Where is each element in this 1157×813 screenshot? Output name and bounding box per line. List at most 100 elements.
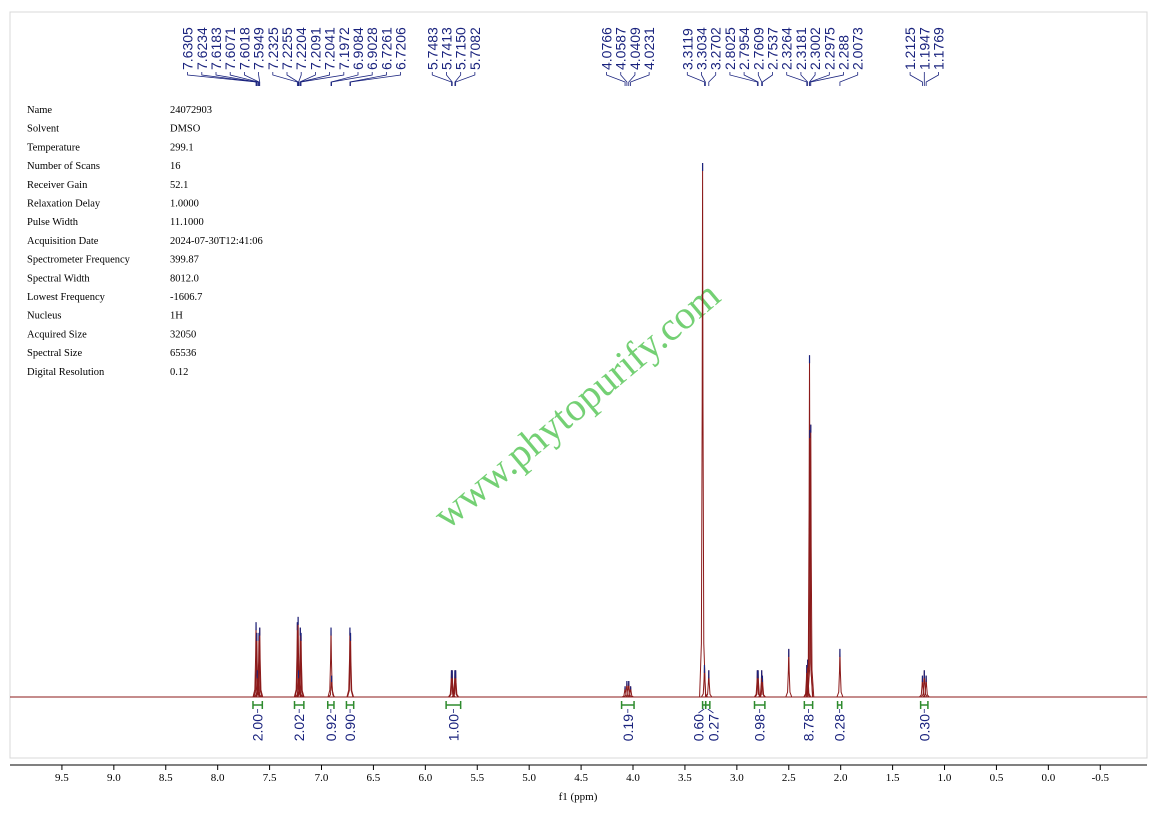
parameter-name: Name xyxy=(27,105,52,116)
x-axis-label: f1 (ppm) xyxy=(559,791,598,803)
peak-label: 2.3181 xyxy=(793,27,809,70)
x-tick-label: 3.0 xyxy=(730,772,744,784)
peak-label-connector xyxy=(350,72,402,86)
peak-label: 4.0231 xyxy=(641,27,657,70)
integral-label: 0.28 xyxy=(832,714,848,741)
peak xyxy=(699,162,707,698)
peak-label: 2.7954 xyxy=(736,27,752,70)
peak-label: 5.7150 xyxy=(453,27,469,70)
x-tick-label: -0.5 xyxy=(1092,772,1110,784)
peak-label: 3.2702 xyxy=(708,27,724,70)
peak-label: 1.1769 xyxy=(931,27,947,70)
parameter-value: 65536 xyxy=(170,348,196,359)
integral-label: 0.60 xyxy=(690,714,706,741)
peak-label-connector xyxy=(330,72,359,86)
integral-label: 0.27 xyxy=(705,714,721,741)
peak-label: 6.7261 xyxy=(378,27,394,70)
peak-label: 7.1972 xyxy=(336,27,352,70)
peak-label-connector xyxy=(229,72,259,86)
peak-label: 7.2255 xyxy=(279,27,295,70)
peak-label: 6.7206 xyxy=(393,27,409,70)
integral-bracket xyxy=(803,701,814,709)
integral-bracket xyxy=(753,701,766,709)
peak-label-connector xyxy=(244,72,260,86)
x-tick-label: 7.5 xyxy=(263,772,277,784)
parameter-value: 11.1000 xyxy=(170,217,204,228)
watermark: www.phytopurify.com xyxy=(424,272,728,537)
peak-label-connector xyxy=(620,72,628,86)
parameter-value: 0.12 xyxy=(170,367,188,378)
peak-label: 2.8025 xyxy=(722,27,738,70)
integral-label: 2.02 xyxy=(291,714,307,741)
peak-label: 7.2091 xyxy=(307,27,323,70)
integral-tick xyxy=(707,708,714,714)
x-tick-label: 1.0 xyxy=(938,772,952,784)
integral-bracket xyxy=(919,701,929,709)
parameter-value: -1606.7 xyxy=(170,292,202,303)
parameter-name: Temperature xyxy=(27,142,80,153)
parameter-value: 299.1 xyxy=(170,142,194,153)
x-tick-label: 9.5 xyxy=(55,772,69,784)
peak-label-connector xyxy=(286,72,299,86)
peak-label-connector xyxy=(809,72,816,86)
peak-label: 4.0587 xyxy=(613,27,629,70)
peak-label-connector xyxy=(300,72,345,86)
peak-label-connector xyxy=(630,72,650,86)
parameter-name: Digital Resolution xyxy=(27,367,105,378)
peak-label-connector xyxy=(800,72,809,86)
parameter-name: Number of Scans xyxy=(27,161,100,172)
peak-label: 2.3264 xyxy=(779,27,795,70)
integral-label: 0.30 xyxy=(916,714,932,741)
peak-label-connector xyxy=(455,72,476,86)
integral-label: 0.98 xyxy=(752,714,768,741)
integral-label: 1.00 xyxy=(445,714,461,741)
peak-label: 2.2975 xyxy=(821,27,837,70)
peak-label-connector xyxy=(349,72,387,86)
integral-bracket xyxy=(293,701,305,709)
peak-label-connector xyxy=(839,72,859,86)
peak-label: 7.2041 xyxy=(322,27,338,70)
peak-label-connector xyxy=(686,72,705,86)
parameter-value: 399.87 xyxy=(170,255,199,266)
integral-bracket xyxy=(620,701,635,709)
parameter-name: Spectral Width xyxy=(27,273,90,284)
parameter-name: Spectrometer Frequency xyxy=(27,255,131,266)
peak-label: 6.9084 xyxy=(350,27,366,70)
integral-tick xyxy=(698,708,705,714)
peak-label-connector xyxy=(925,72,939,86)
peak-label-connector xyxy=(606,72,626,86)
peak-label-connector xyxy=(187,72,257,86)
x-tick-label: 6.5 xyxy=(367,772,381,784)
peak-label-connector xyxy=(201,72,258,86)
integral-label: 8.78 xyxy=(800,714,816,741)
peak-label: 7.6183 xyxy=(208,27,224,70)
parameter-name: Pulse Width xyxy=(27,217,79,228)
parameter-value: 52.1 xyxy=(170,180,188,191)
parameter-name: Relaxation Delay xyxy=(27,199,101,210)
peak-label: 2.7609 xyxy=(750,27,766,70)
peak-label-connector xyxy=(708,72,717,86)
peak-label-connector xyxy=(743,72,759,86)
x-tick-label: 4.0 xyxy=(626,772,640,784)
peak-label-connector xyxy=(628,72,636,86)
parameter-value: 1H xyxy=(170,311,183,322)
peak-label: 5.7413 xyxy=(438,27,454,70)
peak-label: 1.1947 xyxy=(916,27,932,70)
parameter-name: Nucleus xyxy=(27,311,61,322)
x-tick-label: 1.5 xyxy=(886,772,900,784)
parameter-name: Acquisition Date xyxy=(27,236,99,247)
integral-label: 0.19 xyxy=(620,714,636,741)
peak-label-connector xyxy=(454,72,462,86)
integral-bracket xyxy=(252,701,264,709)
peak-label: 5.7483 xyxy=(424,27,440,70)
peak-label: 2.0073 xyxy=(850,27,866,70)
plot-frame xyxy=(9,11,1148,759)
parameter-name: Receiver Gain xyxy=(27,180,88,191)
integral-label: 2.00 xyxy=(250,714,266,741)
parameter-name: Lowest Frequency xyxy=(27,292,106,303)
peak-label: 6.9028 xyxy=(364,27,380,70)
peak-label: 2.3002 xyxy=(807,27,823,70)
integral-label: 0.92 xyxy=(323,714,339,741)
